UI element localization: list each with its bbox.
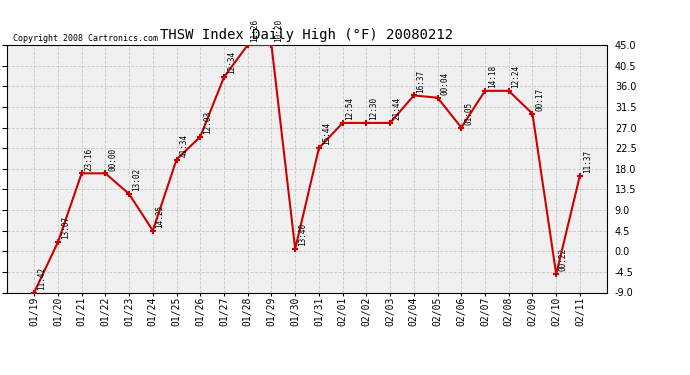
Text: 13:40: 13:40: [298, 223, 307, 246]
Text: 12:54: 12:54: [346, 97, 355, 120]
Text: 12:34: 12:34: [227, 51, 236, 74]
Text: 00:22: 00:22: [559, 248, 568, 272]
Text: 15:44: 15:44: [322, 122, 331, 146]
Text: 13:02: 13:02: [132, 168, 141, 191]
Text: 11:37: 11:37: [582, 150, 592, 173]
Text: 14:18: 14:18: [488, 65, 497, 88]
Text: 00:00: 00:00: [108, 147, 117, 171]
Text: 00:17: 00:17: [535, 88, 544, 111]
Text: 12:30: 12:30: [369, 97, 378, 120]
Text: 01:05: 01:05: [464, 102, 473, 125]
Text: 11:42: 11:42: [37, 267, 46, 290]
Text: 00:04: 00:04: [440, 72, 449, 95]
Text: 16:37: 16:37: [417, 69, 426, 93]
Text: Copyright 2008 Cartronics.com: Copyright 2008 Cartronics.com: [13, 33, 158, 42]
Text: 41:34: 41:34: [179, 134, 188, 157]
Text: 21:44: 21:44: [393, 97, 402, 120]
Text: 14:25: 14:25: [156, 205, 165, 228]
Text: 11:26: 11:26: [250, 19, 259, 42]
Text: 12:03: 12:03: [203, 111, 212, 134]
Title: THSW Index Daily High (°F) 20080212: THSW Index Daily High (°F) 20080212: [161, 28, 453, 42]
Text: 10:20: 10:20: [274, 19, 283, 42]
Text: 12:24: 12:24: [511, 65, 520, 88]
Text: 13:07: 13:07: [61, 216, 70, 239]
Text: 23:16: 23:16: [84, 147, 93, 171]
